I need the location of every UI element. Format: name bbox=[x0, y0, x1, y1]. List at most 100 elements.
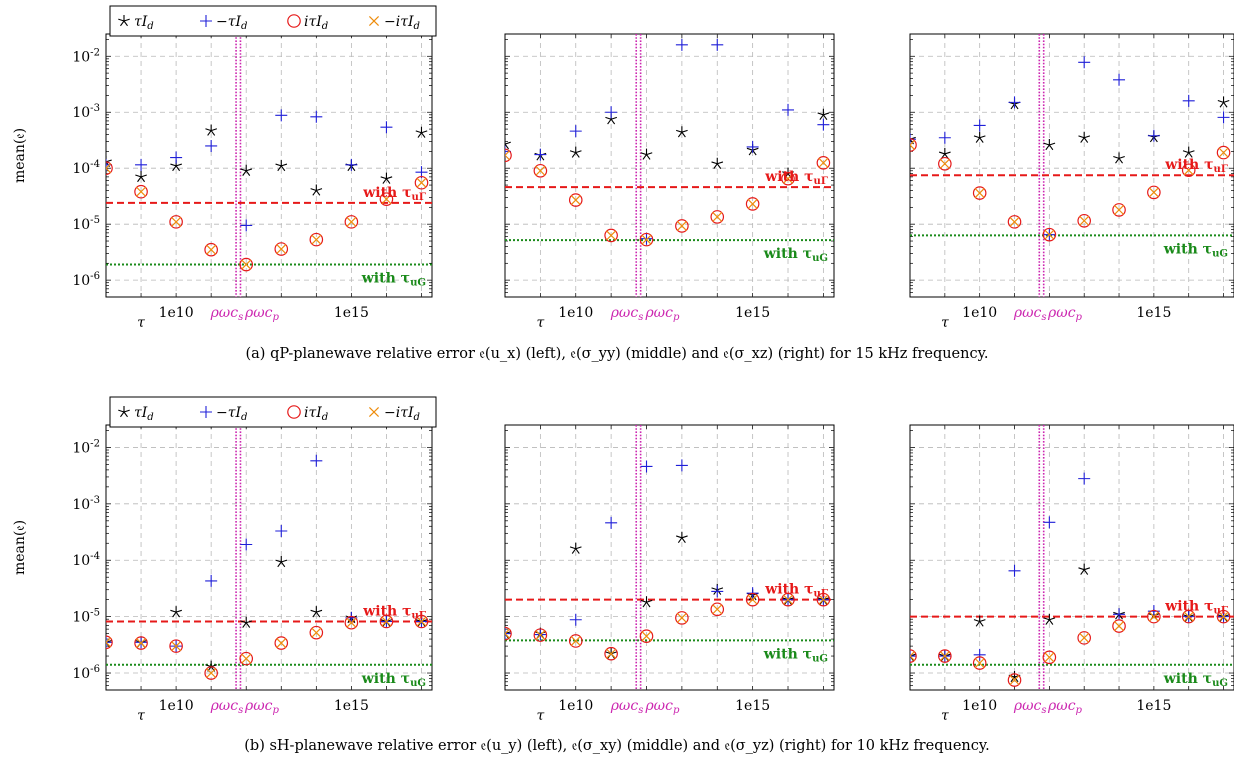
y-axis-label: mean(𝔢) bbox=[12, 128, 28, 183]
point-plus bbox=[675, 38, 688, 51]
point-circle bbox=[745, 197, 760, 211]
point-cross bbox=[782, 173, 794, 184]
point-circle bbox=[604, 646, 618, 661]
point-circle bbox=[675, 611, 689, 625]
point-circle bbox=[938, 649, 952, 663]
point-cross bbox=[570, 195, 581, 206]
point-plus bbox=[1008, 96, 1021, 109]
point-circle bbox=[1007, 215, 1022, 229]
point-circle bbox=[379, 192, 394, 206]
point-plus bbox=[310, 454, 323, 467]
point-circle bbox=[910, 649, 917, 663]
plot-frame bbox=[504, 33, 835, 298]
point-star bbox=[205, 124, 218, 136]
point-cross bbox=[311, 627, 322, 638]
point-star bbox=[676, 126, 688, 138]
point-star bbox=[973, 131, 986, 143]
point-plus bbox=[345, 158, 358, 171]
point-circle bbox=[972, 656, 987, 670]
point-cross bbox=[1114, 621, 1125, 632]
x-tick-label: τ bbox=[537, 708, 545, 724]
point-plus bbox=[1043, 516, 1056, 529]
point-plus bbox=[1147, 129, 1160, 142]
point-circle bbox=[379, 614, 394, 629]
point-plus bbox=[1182, 94, 1195, 107]
point-star bbox=[1078, 563, 1091, 575]
ref-label-uG: with τuG​ bbox=[361, 671, 426, 689]
point-circle bbox=[710, 210, 725, 224]
x-tick-label: 1e15 bbox=[1136, 698, 1171, 714]
point-circle bbox=[1077, 631, 1091, 645]
point-circle bbox=[938, 156, 952, 171]
legend-label: −iτId​ bbox=[384, 14, 420, 32]
legend-marker-cross bbox=[368, 406, 380, 418]
ref-label-uGamma: with τuΓ​ bbox=[764, 169, 829, 187]
point-circle bbox=[505, 626, 512, 641]
x-tick-label: 1e15 bbox=[334, 305, 369, 321]
point-cross bbox=[346, 216, 357, 227]
y-tick-label: 10-6​ bbox=[72, 271, 100, 289]
legend-label: τId​ bbox=[134, 14, 154, 32]
point-cross bbox=[311, 234, 322, 245]
y-tick-label: 10-5​ bbox=[72, 215, 100, 233]
point-star bbox=[240, 616, 253, 628]
point-circle bbox=[781, 171, 795, 186]
point-star bbox=[415, 126, 428, 138]
plot-frame bbox=[105, 424, 433, 691]
point-cross bbox=[1148, 611, 1159, 622]
x-tick-label: 1e10 bbox=[558, 698, 593, 714]
point-cross bbox=[818, 594, 829, 605]
point-cross bbox=[171, 216, 182, 227]
x-tick-label: τ bbox=[941, 708, 949, 724]
point-plus bbox=[973, 119, 986, 132]
point-star bbox=[910, 133, 916, 145]
point-cross bbox=[1114, 204, 1125, 215]
point-circle bbox=[106, 635, 113, 650]
point-plus bbox=[505, 627, 511, 640]
point-plus bbox=[605, 516, 618, 529]
y-tick-label: 10-2​ bbox=[72, 47, 100, 65]
x-tick-label: ρωcp​ bbox=[1047, 305, 1083, 323]
point-circle bbox=[533, 628, 548, 642]
point-cross bbox=[535, 630, 546, 641]
y-tick-label: 10-4​ bbox=[72, 159, 100, 177]
point-cross bbox=[910, 651, 916, 662]
point-cross bbox=[276, 638, 287, 649]
point-plus bbox=[205, 574, 218, 587]
point-circle bbox=[568, 634, 583, 648]
x-tick-label: τ bbox=[137, 708, 145, 724]
point-cross bbox=[606, 648, 617, 659]
ref-label-uGamma: with τuΓ​ bbox=[1164, 599, 1229, 617]
point-circle bbox=[1147, 185, 1161, 200]
point-cross bbox=[1148, 187, 1159, 198]
point-cross bbox=[747, 594, 758, 605]
point-circle bbox=[274, 242, 289, 256]
point-circle bbox=[816, 155, 831, 170]
legend-label: iτId​ bbox=[304, 14, 329, 32]
point-plus bbox=[1078, 472, 1091, 485]
point-cross bbox=[1079, 632, 1090, 643]
point-star bbox=[310, 184, 323, 196]
point-plus bbox=[605, 106, 618, 119]
plot-area bbox=[910, 425, 1234, 690]
x-tick-label: 1e10 bbox=[159, 698, 194, 714]
point-circle bbox=[134, 184, 148, 199]
point-circle bbox=[1181, 163, 1196, 178]
point-cross bbox=[106, 637, 112, 648]
point-plus bbox=[135, 158, 148, 171]
point-cross bbox=[171, 641, 182, 652]
point-circle bbox=[1042, 650, 1057, 665]
point-star bbox=[640, 596, 653, 608]
point-circle bbox=[204, 666, 218, 680]
x-tick-label: ρωcs​ bbox=[1013, 698, 1047, 716]
x-tick-label: 1e15 bbox=[1136, 305, 1171, 321]
point-cross bbox=[535, 165, 546, 176]
y-tick-label: 10-3​ bbox=[72, 103, 100, 121]
panel-a-left: with τuΓ​ with τuG​ τ 1e10 ρωcs​ρωcp​ 1e15 10-… bbox=[12, 5, 437, 331]
point-star bbox=[1043, 138, 1056, 151]
point-circle bbox=[134, 636, 148, 650]
point-cross bbox=[1218, 611, 1229, 622]
x-tick-label: 1e15 bbox=[735, 305, 770, 321]
y-tick-label: 10-5​ bbox=[72, 608, 100, 626]
x-tick-label: ρωcp​ bbox=[644, 698, 680, 716]
